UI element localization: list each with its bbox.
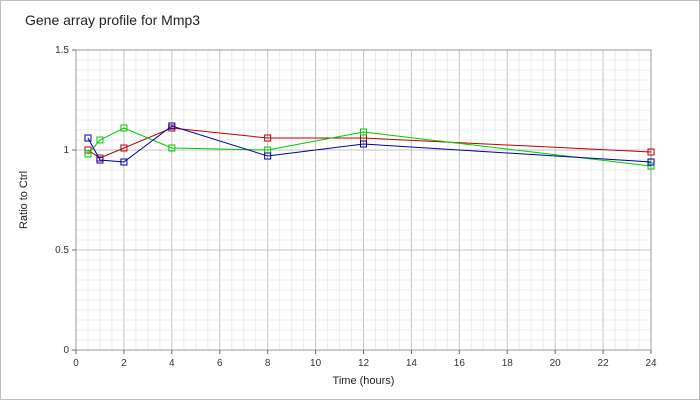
series-line [87, 125, 652, 163]
data-point [168, 122, 176, 130]
data-point [96, 136, 104, 144]
y-tick-label: 0 [63, 345, 69, 356]
series-3 [84, 122, 655, 166]
series-line [87, 127, 652, 167]
y-axis-label: Ratio to Ctrl [18, 171, 30, 229]
data-point [647, 162, 655, 170]
x-tick-label: 10 [310, 358, 322, 369]
x-tick-label: 6 [217, 358, 223, 369]
grid [76, 50, 651, 350]
series-line [87, 127, 652, 159]
series-2 [84, 124, 655, 170]
x-tick-label: 8 [265, 358, 271, 369]
x-tick-label: 14 [406, 358, 418, 369]
x-tick-label: 0 [73, 358, 79, 369]
series-layer [84, 122, 655, 170]
x-tick-label: 16 [454, 358, 466, 369]
x-tick-label: 24 [645, 358, 657, 369]
x-tick-label: 22 [598, 358, 610, 369]
y-tick-label: 1.5 [55, 45, 69, 56]
data-point [264, 134, 272, 142]
data-point [96, 156, 104, 164]
x-tick-label: 12 [358, 358, 370, 369]
data-point [360, 140, 367, 148]
x-tick-label: 18 [502, 358, 514, 369]
data-point [84, 150, 92, 158]
x-tick-label: 20 [550, 358, 562, 369]
data-point [360, 128, 367, 136]
data-point [84, 134, 92, 142]
x-tick-label: 4 [169, 358, 175, 369]
data-point [120, 158, 128, 166]
data-point [120, 144, 128, 152]
data-point [168, 144, 176, 152]
data-point [647, 148, 655, 156]
y-tick-label: 1 [63, 145, 69, 156]
y-tick-label: 0.5 [55, 245, 69, 256]
x-tick-label: 2 [121, 358, 127, 369]
data-point [120, 124, 128, 132]
data-point [264, 152, 272, 160]
chart-title: Gene array profile for Mmp3 [25, 12, 201, 28]
data-point [647, 158, 655, 166]
x-axis-label: Time (hours) [333, 375, 395, 387]
